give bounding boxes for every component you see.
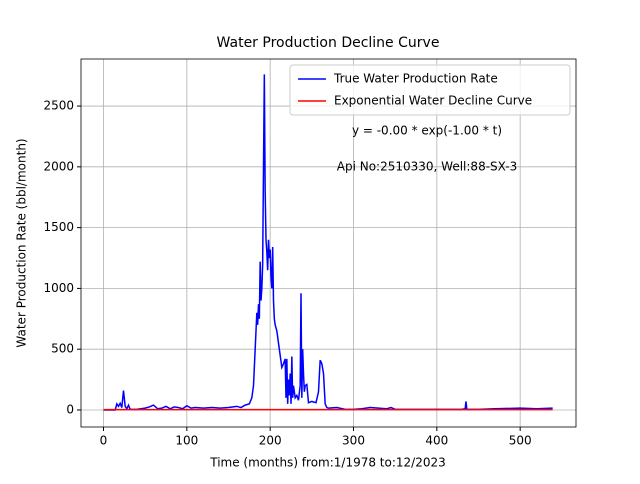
- y-axis-label: Water Production Rate (bbl/month): [15, 138, 29, 347]
- plot-frame: [80, 58, 577, 428]
- y-tick-label: 500: [51, 342, 74, 356]
- x-axis-label: Time (months) from:1/1978 to:12/2023: [209, 456, 446, 470]
- y-tick-label: 2000: [43, 159, 74, 173]
- x-tick-label: 200: [259, 434, 282, 448]
- y-tick-label: 2500: [43, 99, 74, 113]
- x-tick-label: 300: [342, 434, 365, 448]
- chart-title: Water Production Decline Curve: [217, 35, 440, 51]
- y-tick-label: 1500: [43, 220, 74, 234]
- legend-label: Exponential Water Decline Curve: [334, 94, 532, 108]
- annotation: Api No:2510330, Well:88-SX-3: [337, 160, 517, 174]
- annotation: y = -0.00 * exp(-1.00 * t): [352, 124, 502, 138]
- legend-label: True Water Production Rate: [333, 72, 498, 86]
- y-tick-label: 0: [66, 402, 74, 416]
- x-tick-label: 100: [175, 434, 198, 448]
- x-tick-label: 400: [425, 434, 448, 448]
- y-tick-label: 1000: [43, 281, 74, 295]
- x-tick-label: 500: [509, 434, 532, 448]
- data-line: [103, 74, 553, 411]
- legend-box: [289, 64, 571, 116]
- x-tick-label: 0: [100, 434, 108, 448]
